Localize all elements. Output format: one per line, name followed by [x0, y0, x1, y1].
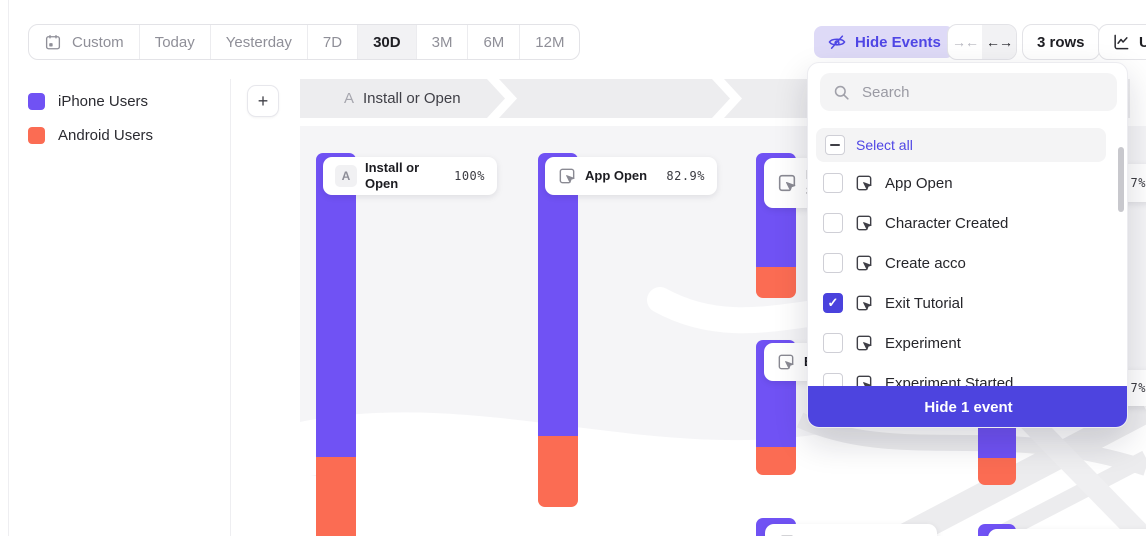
calendar-icon [44, 32, 64, 52]
range-30d-selected[interactable]: 30D [357, 25, 416, 59]
legend-chart-divider [230, 79, 231, 536]
select-all-checkbox-indeterminate[interactable] [825, 135, 845, 155]
range-label: Today [154, 33, 195, 51]
step-card-value: 100% [454, 169, 485, 183]
checkbox-unchecked[interactable] [823, 213, 843, 233]
event-click-icon [776, 352, 796, 372]
range-yesterday[interactable]: Yesterday [209, 25, 307, 59]
expand-columns-button[interactable]: ←→ [982, 25, 1016, 59]
plus-icon: + [257, 90, 269, 111]
step-name: Install or Open [363, 90, 461, 107]
event-item-exit-tutorial[interactable]: Exit Tutorial [823, 283, 1109, 323]
step-card-label: Install or Open [365, 159, 420, 191]
range-7d[interactable]: 7D [306, 25, 357, 59]
step-card-app-open[interactable]: App Open 82.9% [545, 157, 717, 195]
hide-events-button[interactable]: Hide Events [814, 26, 954, 58]
hide-events-dropdown: Select all App Open Character Created [807, 62, 1128, 428]
checkbox-unchecked[interactable] [823, 333, 843, 353]
event-click-icon [776, 173, 798, 193]
band-step-1[interactable]: A Install or Open [344, 79, 461, 118]
legend-item-android[interactable]: Android Users [28, 127, 153, 144]
rows-count-button[interactable]: 3 rows [1022, 24, 1100, 60]
truncated-button-label: U [1139, 33, 1146, 51]
event-item-create-acco[interactable]: Create acco [823, 243, 1109, 283]
step-letter-badge: A [344, 90, 355, 107]
event-click-icon [854, 213, 874, 233]
step-card-clipped-bottom[interactable] [988, 529, 1146, 536]
select-all-label: Select all [856, 137, 913, 153]
range-today[interactable]: Today [138, 25, 210, 59]
range-12m[interactable]: 12M [519, 25, 579, 59]
checkbox-checked[interactable] [823, 293, 843, 313]
range-3m[interactable]: 3M [415, 25, 468, 59]
event-item-app-open[interactable]: App Open [823, 163, 1109, 203]
event-click-icon [854, 333, 874, 353]
add-step-button[interactable]: + [247, 85, 279, 117]
event-item-label: App Open [885, 174, 953, 192]
column-width-toggle: →← ←→ [947, 24, 1017, 60]
bar-step3-row1-android[interactable] [756, 267, 796, 298]
event-search[interactable] [820, 73, 1117, 111]
event-click-icon [854, 173, 874, 193]
event-click-icon [854, 253, 874, 273]
truncated-chart-button[interactable]: U [1098, 24, 1146, 60]
dropdown-scrollbar[interactable] [1118, 147, 1124, 212]
bar-step2-iphone[interactable] [538, 153, 578, 436]
event-item-label: Exit Tutorial [885, 294, 964, 312]
legend-label: Android Users [58, 127, 154, 144]
bar-step4-row2-android[interactable] [978, 458, 1016, 485]
range-label: 12M [535, 33, 565, 51]
range-label: 3M [431, 33, 453, 51]
range-6m[interactable]: 6M [467, 25, 519, 59]
event-item-experiment[interactable]: Experiment [823, 323, 1109, 363]
event-item-character-created[interactable]: Character Created [823, 203, 1109, 243]
event-click-icon [854, 293, 874, 313]
rows-count-label: 3 rows [1037, 33, 1085, 51]
bar-step2-android[interactable] [538, 436, 578, 507]
search-icon [832, 82, 852, 102]
event-click-icon [557, 166, 577, 186]
checkbox-unchecked[interactable] [823, 253, 843, 273]
bar-step1-iphone[interactable] [316, 153, 356, 457]
range-label: Custom [72, 33, 124, 51]
legend-item-iphone[interactable]: iPhone Users [28, 93, 148, 110]
range-label: 6M [483, 33, 505, 51]
legend-label: iPhone Users [58, 93, 149, 110]
range-label: 7D [322, 33, 343, 51]
panel-left-edge [8, 0, 9, 536]
step-card-clipped-bottom[interactable] [765, 524, 937, 536]
android-color-swatch [28, 127, 45, 144]
hide-events-footer-label: Hide 1 event [924, 399, 1013, 416]
eye-off-icon [827, 32, 847, 52]
hide-events-label: Hide Events [855, 33, 941, 51]
step-card-label: App Open [585, 167, 648, 183]
checkbox-unchecked[interactable] [823, 173, 843, 193]
collapse-icon: →← [952, 34, 979, 50]
expand-icon: ←→ [986, 34, 1013, 50]
bar-step3-row2-android[interactable] [756, 447, 796, 475]
collapse-columns-button[interactable]: →← [948, 25, 982, 59]
step-card-value: 82.9% [666, 169, 705, 183]
bar-step1-android[interactable] [316, 457, 356, 536]
search-input[interactable] [862, 83, 1105, 101]
range-label: Yesterday [225, 33, 292, 51]
event-item-label: Create acco [885, 254, 966, 272]
iphone-color-swatch [28, 93, 45, 110]
event-item-label: Character Created [885, 214, 1009, 232]
event-item-label: Experiment [885, 334, 961, 352]
step-letter-icon: A [335, 165, 357, 187]
date-range-picker: Custom Today Yesterday 7D 30D 3M 6M 12M [28, 24, 581, 60]
line-chart-icon [1111, 32, 1131, 52]
step-card-install-or-open[interactable]: A Install or Open 100% [323, 157, 497, 195]
range-custom[interactable]: Custom [29, 25, 139, 59]
hide-selected-events-button[interactable]: Hide 1 event [808, 386, 1127, 427]
range-label: 30D [373, 33, 401, 51]
select-all-row[interactable]: Select all [816, 128, 1106, 162]
